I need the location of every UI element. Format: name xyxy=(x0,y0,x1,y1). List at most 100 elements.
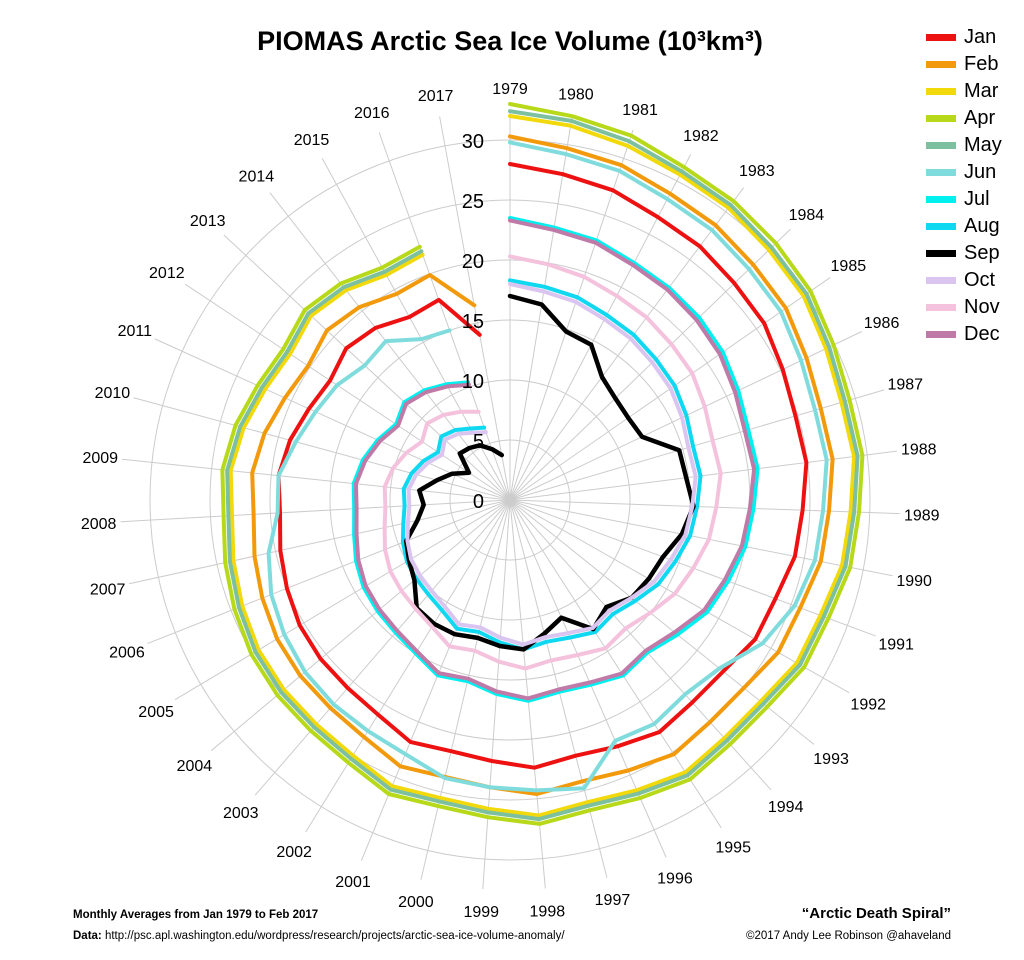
series-line-jul xyxy=(351,216,760,703)
year-label-2009: 2009 xyxy=(82,450,118,467)
spoke-2017 xyxy=(439,116,511,501)
spoke-1980 xyxy=(509,114,573,501)
series-line-sep xyxy=(403,293,696,652)
year-label-2001: 2001 xyxy=(335,874,371,891)
legend-item-dec: Dec xyxy=(926,321,1002,348)
year-label-1979: 1979 xyxy=(492,81,528,98)
legend-label: Apr xyxy=(964,107,996,129)
radial-tick-label-10: 10 xyxy=(462,371,484,393)
spoke-2002 xyxy=(305,499,511,833)
legend-item-jul: Jul xyxy=(926,186,1002,213)
legend-item-jan: Jan xyxy=(926,24,1002,51)
spoke-2016 xyxy=(378,132,511,501)
spoke-1984 xyxy=(509,228,791,501)
spoke-1990 xyxy=(509,499,893,577)
year-label-2013: 2013 xyxy=(190,213,226,230)
radial-grid-spokes xyxy=(120,110,900,890)
year-label-1987: 1987 xyxy=(887,377,923,394)
footer-subtitle: Monthly Averages from Jan 1979 to Feb 20… xyxy=(73,909,319,921)
spoke-2005 xyxy=(174,499,511,701)
legend-swatch xyxy=(926,277,956,284)
year-label-2011: 2011 xyxy=(118,323,153,340)
year-label-1989: 1989 xyxy=(904,507,940,524)
footer-data-label: Data: xyxy=(73,930,102,942)
year-label-1983: 1983 xyxy=(739,163,775,180)
legend-label: Jan xyxy=(964,26,997,48)
year-label-2005: 2005 xyxy=(138,704,174,721)
series-line-oct xyxy=(405,282,698,647)
year-label-1985: 1985 xyxy=(831,258,867,275)
spoke-2003 xyxy=(254,499,511,796)
year-label-2008: 2008 xyxy=(81,516,117,533)
year-label-2010: 2010 xyxy=(95,385,131,402)
radial-tick-label-20: 20 xyxy=(462,251,484,273)
legend-item-feb: Feb xyxy=(926,51,1002,78)
series-lines xyxy=(220,102,865,826)
legend-swatch xyxy=(926,196,956,203)
spoke-2007 xyxy=(128,499,511,585)
legend-label: Oct xyxy=(964,269,996,291)
chart-title: PIOMAS Arctic Sea Ice Volume (10³km³) xyxy=(257,26,763,56)
legend-swatch xyxy=(926,223,956,230)
spoke-1982 xyxy=(509,154,692,501)
legend-label: Nov xyxy=(964,296,1000,318)
year-label-1984: 1984 xyxy=(789,207,825,224)
year-label-2014: 2014 xyxy=(239,168,275,185)
legend-swatch xyxy=(926,331,956,338)
year-label-2015: 2015 xyxy=(294,132,330,149)
radial-tick-label-0: 0 xyxy=(473,491,484,513)
legend-item-nov: Nov xyxy=(926,294,1002,321)
spoke-1988 xyxy=(509,450,897,501)
year-label-2004: 2004 xyxy=(177,758,213,775)
year-label-2006: 2006 xyxy=(109,645,145,662)
legend-label: May xyxy=(964,134,1002,156)
year-label-2016: 2016 xyxy=(354,105,390,122)
spoke-2015 xyxy=(321,157,511,501)
spoke-2004 xyxy=(210,499,511,752)
year-label-2000: 2000 xyxy=(398,894,434,911)
year-label-1999: 1999 xyxy=(463,904,499,921)
spoke-1989 xyxy=(509,499,900,515)
legend-item-may: May xyxy=(926,132,1002,159)
series-line-mar xyxy=(228,114,857,818)
spoke-2008 xyxy=(120,499,511,523)
year-label-1997: 1997 xyxy=(595,892,631,909)
spoke-2006 xyxy=(147,499,511,645)
footer-data-source: Data: http://psc.apl.washington.edu/word… xyxy=(73,930,565,942)
legend-label: Dec xyxy=(964,323,1000,345)
spoke-2012 xyxy=(184,283,511,501)
legend-item-oct: Oct xyxy=(926,267,1002,294)
series-line-jun xyxy=(266,140,829,793)
spoke-2001 xyxy=(360,499,511,861)
legend-swatch xyxy=(926,34,956,41)
legend-item-aug: Aug xyxy=(926,213,1002,240)
radial-tick-label-5: 5 xyxy=(473,431,484,453)
year-label-1993: 1993 xyxy=(813,751,849,768)
legend: Jan Feb Mar Apr May Jun Jul Aug Sep Oct Nov Dec xyxy=(926,24,1002,348)
spoke-2011 xyxy=(154,338,511,501)
legend-label: Mar xyxy=(964,80,999,102)
year-label-1995: 1995 xyxy=(715,839,751,856)
series-line-jan xyxy=(276,162,809,770)
legend-label: Jul xyxy=(964,188,990,210)
legend-item-jun: Jun xyxy=(926,159,1002,186)
legend-item-apr: Apr xyxy=(926,105,1002,132)
year-label-1998: 1998 xyxy=(530,903,566,920)
year-label-2003: 2003 xyxy=(223,805,259,822)
legend-swatch xyxy=(926,169,956,176)
series-line-dec xyxy=(354,218,757,701)
series-line-feb xyxy=(250,134,835,796)
legend-item-sep: Sep xyxy=(926,240,1002,267)
legend-item-mar: Mar xyxy=(926,78,1002,105)
year-label-2012: 2012 xyxy=(149,265,185,282)
radial-tick-labels: 0 5 10 15 20 25 30 xyxy=(462,131,484,513)
spoke-1983 xyxy=(509,187,745,501)
legend-swatch xyxy=(926,61,956,68)
footer-data-url: http://psc.apl.washington.edu/wordpress/… xyxy=(104,930,565,942)
year-label-1986: 1986 xyxy=(864,315,900,332)
year-label-2002: 2002 xyxy=(276,844,312,861)
series-line-nov xyxy=(382,254,723,671)
spoke-2000 xyxy=(420,499,511,880)
series-line-may xyxy=(225,109,860,822)
